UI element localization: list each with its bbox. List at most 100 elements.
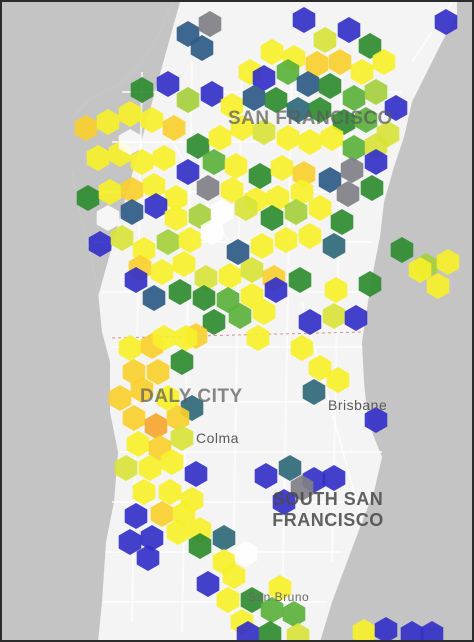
hex-bin xyxy=(202,309,226,335)
hex-bin xyxy=(364,407,388,433)
hex-bin xyxy=(224,153,248,179)
hex-bin xyxy=(138,455,162,481)
hex-bin xyxy=(176,87,200,113)
hex-bin xyxy=(254,463,278,489)
hex-bin xyxy=(166,519,190,545)
hex-bin xyxy=(272,489,296,515)
hex-bin xyxy=(120,177,144,203)
hex-bin xyxy=(160,449,184,475)
hex-bin xyxy=(342,85,366,111)
hex-bin xyxy=(290,335,314,361)
hex-bin xyxy=(196,571,220,597)
hex-bin xyxy=(152,145,176,171)
hex-bin xyxy=(188,533,212,559)
hex-bin xyxy=(226,239,250,265)
hex-bin xyxy=(150,501,174,527)
hex-bin xyxy=(198,11,222,37)
hex-bin xyxy=(270,155,294,181)
hex-bin xyxy=(200,219,224,245)
hex-bin xyxy=(124,503,148,529)
hex-bin xyxy=(292,7,316,33)
hex-bin xyxy=(260,205,284,231)
label-colma: Colma xyxy=(196,430,239,446)
hex-bin xyxy=(374,617,398,640)
hex-bin xyxy=(150,259,174,285)
hex-bin xyxy=(168,279,192,305)
hex-bin xyxy=(318,167,342,193)
hex-bin xyxy=(202,149,226,175)
hex-bin xyxy=(364,79,388,105)
hex-bin xyxy=(308,97,332,123)
hex-bin xyxy=(172,251,196,277)
hex-bin xyxy=(360,175,384,201)
hex-bin xyxy=(252,65,276,91)
hex-bin xyxy=(176,159,200,185)
hex-bin xyxy=(292,161,316,187)
hex-bin xyxy=(426,273,450,299)
hex-bin xyxy=(240,283,264,309)
hex-bin xyxy=(152,325,176,351)
hex-bin xyxy=(364,149,388,175)
label-san-bruno: San Bruno xyxy=(248,590,310,604)
hex-bin xyxy=(340,157,364,183)
hex-bin xyxy=(156,71,180,97)
hex-bin xyxy=(276,59,300,85)
hex-bin xyxy=(434,9,458,35)
hex-bin xyxy=(290,179,314,205)
hex-bin xyxy=(186,133,210,159)
hex-bin xyxy=(358,271,382,297)
hex-bin xyxy=(130,377,154,403)
hex-bin xyxy=(318,73,342,99)
hex-bin xyxy=(298,223,322,249)
hex-bin xyxy=(284,199,308,225)
hex-bin xyxy=(192,285,216,311)
hex-bin xyxy=(178,227,202,253)
ocean-west xyxy=(2,2,172,640)
hex-bin xyxy=(234,541,258,567)
hex-bin xyxy=(266,185,290,211)
hex-bin xyxy=(358,33,382,59)
hex-bin xyxy=(130,149,154,175)
hex-bin xyxy=(436,249,460,275)
hex-bin xyxy=(322,303,346,329)
hex-bin xyxy=(246,325,270,351)
hex-bin xyxy=(228,303,252,329)
hex-bin xyxy=(96,109,120,135)
hex-bin xyxy=(282,601,306,627)
hex-bin xyxy=(240,587,264,613)
hex-bin xyxy=(166,405,190,431)
hex-bin xyxy=(324,277,348,303)
hex-bin xyxy=(230,115,254,141)
hex-bin xyxy=(400,621,424,640)
hex-bin xyxy=(136,545,160,571)
hex-bin xyxy=(218,263,242,289)
hex-bin xyxy=(216,287,240,313)
label-brisbane: Brisbane xyxy=(328,397,388,413)
hex-bin xyxy=(208,125,232,151)
hex-bin xyxy=(144,193,168,219)
hex-bin xyxy=(278,455,302,481)
hex-bin xyxy=(184,461,208,487)
hex-bin xyxy=(156,385,180,411)
hex-bin xyxy=(302,379,326,405)
hex-bin xyxy=(158,479,182,505)
hex-bin xyxy=(108,385,132,411)
hex-bin xyxy=(308,355,332,381)
hex-bin xyxy=(274,227,298,253)
hex-bin xyxy=(220,177,244,203)
hex-bin xyxy=(260,597,284,623)
hex-layer xyxy=(74,7,460,640)
hex-bin xyxy=(242,85,266,111)
hex-bin xyxy=(420,621,444,640)
label-san-francisco: SAN FRANCISCO xyxy=(228,108,393,129)
hex-bin xyxy=(337,17,361,43)
hex-bin xyxy=(354,107,378,133)
hex-bin xyxy=(162,115,186,141)
hex-bin xyxy=(286,623,310,640)
hex-bin xyxy=(188,203,212,229)
hex-bin xyxy=(86,145,110,171)
hex-bin xyxy=(120,199,144,225)
hex-bin xyxy=(126,431,150,457)
hex-bin xyxy=(252,119,276,145)
